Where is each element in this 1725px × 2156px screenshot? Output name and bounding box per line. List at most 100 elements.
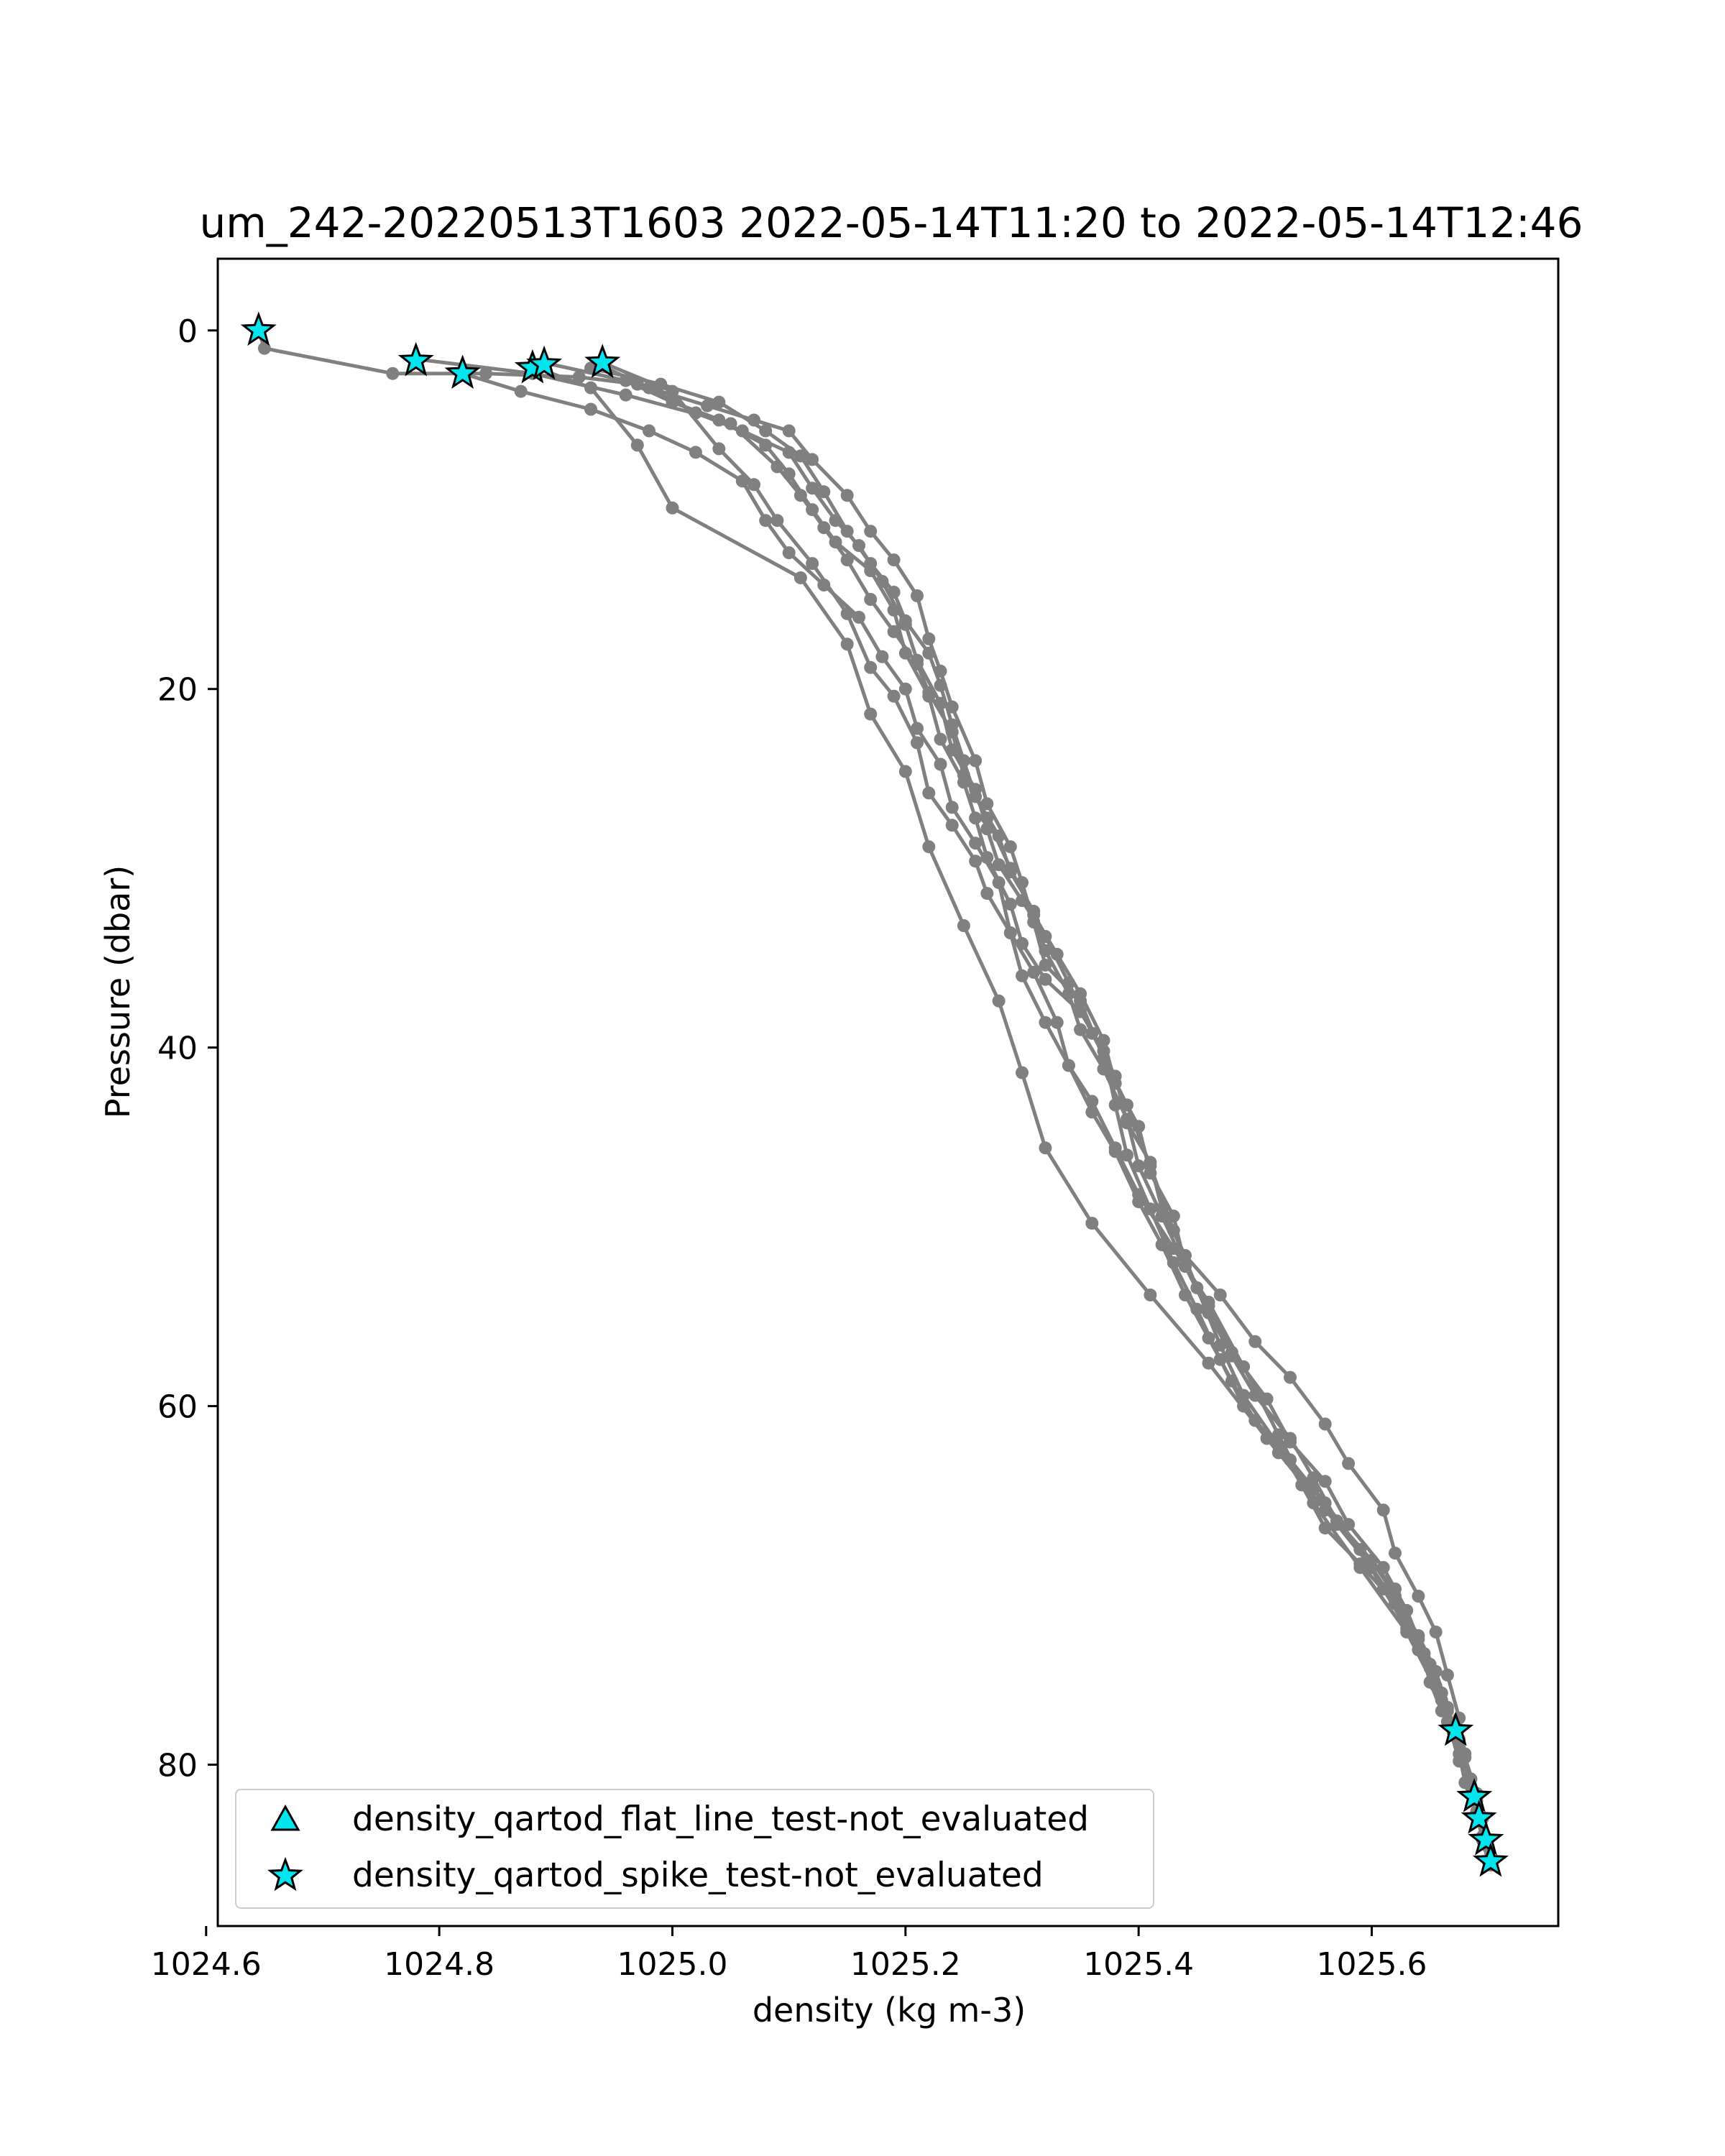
profile-point [817, 485, 831, 499]
profile-point [1097, 1062, 1110, 1076]
profile-point [1039, 1015, 1052, 1029]
profile-point [945, 743, 959, 757]
profile-point [1016, 969, 1029, 982]
legend-box [235, 1789, 1154, 1909]
plot-frame [216, 257, 1560, 1927]
profile-point [770, 460, 784, 474]
profile-point [806, 482, 819, 495]
profile-point [759, 514, 773, 528]
profile-point [992, 876, 1006, 890]
profile-point [1132, 1120, 1146, 1133]
profile-point [1225, 1349, 1238, 1363]
profile-point [1389, 1547, 1402, 1560]
profile-point [794, 449, 807, 463]
profile-point [969, 754, 983, 768]
profile-point [840, 525, 854, 538]
profile-point [1412, 1628, 1425, 1642]
profile-point [735, 424, 749, 438]
profile-point [479, 367, 492, 380]
x-tick-label: 1024.8 [384, 1946, 494, 1983]
profile-point [864, 525, 878, 538]
profile-point [911, 653, 924, 667]
star-flag-marker [1456, 1778, 1493, 1812]
profile-point [1155, 1210, 1169, 1223]
profile-point [969, 811, 983, 825]
profile-point [782, 546, 796, 560]
x-axis: 1024.6 1024.8 1025.0 1025.2 1025.4 1025.6 [151, 1926, 1427, 1983]
profile-point [887, 689, 901, 703]
profile-point [840, 637, 854, 651]
profile-point [957, 754, 970, 768]
profile-point [817, 521, 831, 535]
profile-point [1144, 1156, 1157, 1169]
profile-point [1039, 972, 1052, 986]
profile-point [898, 614, 912, 627]
profile-point [748, 478, 760, 492]
profile-point [1085, 1217, 1099, 1230]
profile-point [619, 388, 632, 402]
profile-point [1027, 965, 1041, 979]
profile-point [992, 994, 1006, 1008]
profile-point [1132, 1159, 1146, 1173]
profile-point [1027, 905, 1041, 918]
profile-point [1248, 1388, 1262, 1402]
profile-point [1179, 1288, 1192, 1302]
profile-point [1260, 1432, 1274, 1445]
profile-point [712, 395, 726, 409]
y-tick-label: 20 [157, 672, 198, 709]
profile-point [922, 646, 936, 660]
legend-star-icon [267, 1856, 303, 1892]
profile-point [1097, 1033, 1110, 1047]
profile-point [1062, 987, 1075, 1000]
profile-point [1202, 1331, 1215, 1345]
profile-point [1039, 958, 1052, 972]
profile-point [1284, 1370, 1297, 1384]
profile-point [875, 650, 889, 663]
y-tick-label: 80 [157, 1747, 198, 1784]
profile-point [1108, 1141, 1122, 1155]
profile-point [689, 406, 702, 420]
x-tick-label: 1025.0 [617, 1946, 727, 1983]
x-tick-label: 1025.2 [850, 1946, 961, 1983]
plot-background [218, 259, 1558, 1926]
profile-point [1144, 1288, 1157, 1302]
star-flag-marker [240, 311, 277, 346]
profile-point [1307, 1496, 1320, 1510]
y-tick-label: 40 [157, 1031, 198, 1067]
star-flag-marker [584, 344, 621, 378]
profile-point [934, 678, 947, 692]
profile-point [840, 489, 854, 502]
profile-point [922, 632, 936, 645]
x-axis-label: density (kg m-3) [753, 1991, 1026, 2030]
profile-point [1429, 1664, 1443, 1678]
profile-point [1132, 1188, 1146, 1202]
profile-point [1108, 1069, 1122, 1083]
profile-point [852, 610, 865, 624]
profile-point [922, 786, 936, 800]
profile-point [1353, 1561, 1367, 1575]
legend-entry-label: density_qartod_spike_test-not_evaluated [352, 1856, 1044, 1895]
profile-point [1202, 1306, 1215, 1319]
profile-point [806, 453, 819, 466]
star-flag-marker [526, 345, 563, 380]
flag-marker-layer [240, 311, 1509, 1877]
y-axis: 0 20 40 60 80 [157, 313, 218, 1784]
profile-point [1121, 1112, 1133, 1126]
star-flag-marker [1438, 1711, 1474, 1746]
profile-point [770, 514, 784, 528]
profile-point [630, 438, 644, 452]
profile-point [1400, 1625, 1414, 1639]
profile-point [1271, 1428, 1285, 1442]
plot-area [216, 257, 1560, 1927]
profile-point [945, 801, 959, 814]
profile-point [1284, 1432, 1297, 1445]
profile-point [794, 571, 807, 584]
profile-point [1074, 1023, 1087, 1036]
x-tick-label: 1025.4 [1083, 1946, 1194, 1983]
profile-point [864, 660, 878, 674]
profile-point [980, 797, 994, 811]
profile-point [934, 732, 947, 746]
profile-point [1003, 926, 1017, 939]
profile-point [1440, 1668, 1454, 1682]
